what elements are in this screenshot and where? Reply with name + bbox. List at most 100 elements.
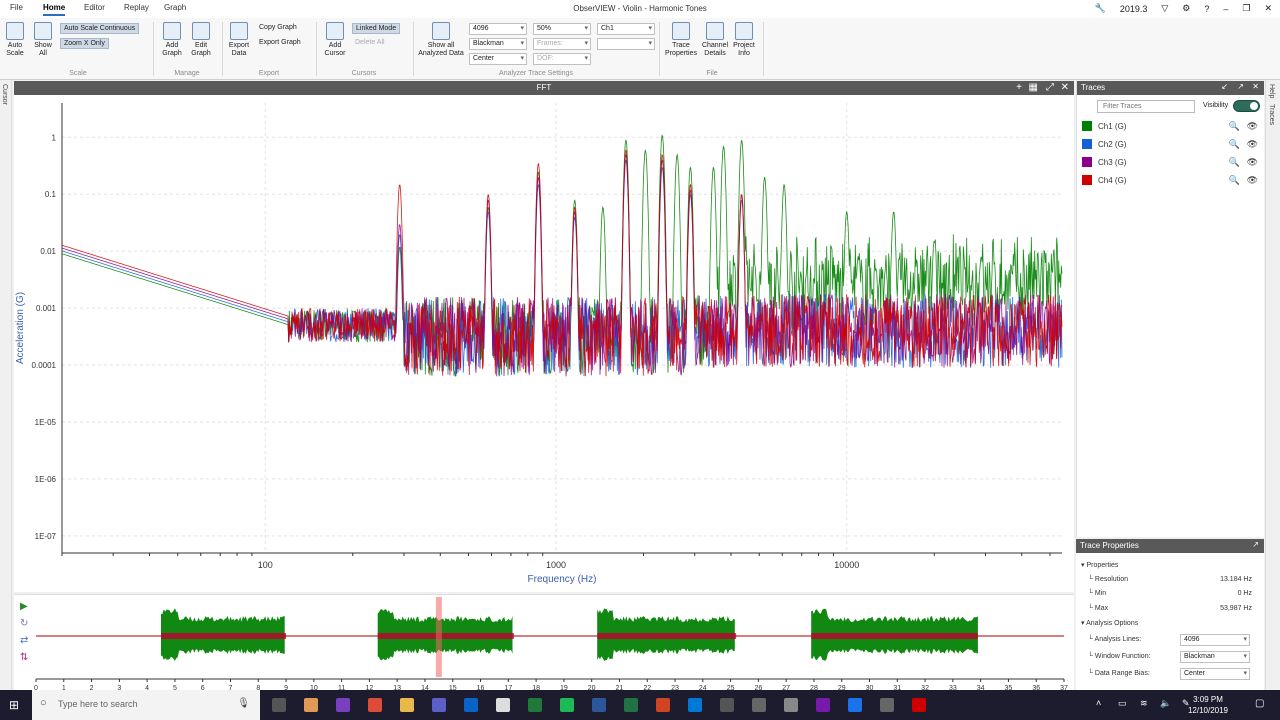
- show-all-button[interactable]: Show All: [32, 22, 54, 58]
- vscode-icon[interactable]: [720, 698, 734, 712]
- menu-graph[interactable]: Graph: [164, 3, 187, 12]
- project-info-button[interactable]: Project Info: [731, 22, 757, 58]
- system-clock[interactable]: 3:09 PM 12/10/2019: [1187, 695, 1228, 715]
- git-icon[interactable]: [304, 698, 318, 712]
- cloud-icon[interactable]: [880, 698, 894, 712]
- menu-editor[interactable]: Editor: [84, 3, 105, 12]
- taskbar-search[interactable]: ○ Type here to search 🎙: [32, 690, 260, 720]
- trace-properties-button[interactable]: Trace Properties: [664, 22, 698, 58]
- play-icon[interactable]: ▶: [20, 601, 28, 612]
- microphone-icon[interactable]: 🎙: [237, 698, 250, 709]
- zoom-trace-icon[interactable]: 🔍: [1228, 156, 1240, 167]
- network-icon[interactable]: ▭: [1118, 698, 1127, 708]
- zoom-trace-icon[interactable]: 🔍: [1228, 174, 1240, 185]
- spotify-icon[interactable]: [560, 698, 574, 712]
- file-explorer-icon[interactable]: [400, 698, 414, 712]
- close-icon[interactable]: ✕: [1264, 3, 1272, 13]
- add-icon[interactable]: +: [1016, 82, 1022, 93]
- help-app-icon[interactable]: [848, 698, 862, 712]
- grid-icon[interactable]: ▦: [1028, 82, 1038, 93]
- trace-color-swatch[interactable]: [1082, 175, 1092, 185]
- restore-icon[interactable]: ❐: [1242, 3, 1251, 13]
- minimize-icon[interactable]: –: [1223, 3, 1229, 14]
- help-side-tab[interactable]: Help: [1268, 84, 1275, 99]
- menu-file[interactable]: File: [10, 3, 23, 12]
- channel-details-button[interactable]: Channel Details: [700, 22, 730, 58]
- trace-color-swatch[interactable]: [1082, 139, 1092, 149]
- filter-icon[interactable]: ▽: [1161, 3, 1169, 13]
- lines-select[interactable]: 4096: [469, 23, 527, 35]
- menu-replay[interactable]: Replay: [124, 3, 149, 12]
- zoom-trace-icon[interactable]: 🔍: [1228, 138, 1240, 149]
- word-icon[interactable]: [592, 698, 606, 712]
- analysis-options-section[interactable]: ▾ Analysis Options: [1081, 620, 1139, 627]
- close-panel-icon[interactable]: ✕: [1252, 82, 1259, 91]
- zoom-trace-icon[interactable]: 🔍: [1228, 120, 1240, 131]
- wifi-icon[interactable]: ≋: [1140, 698, 1148, 708]
- outlook-icon[interactable]: [464, 698, 478, 712]
- auto-scale-button[interactable]: Auto Scale: [4, 22, 26, 58]
- zoom-x-only-toggle[interactable]: Zoom X Only: [60, 38, 109, 49]
- auto-scale-continuous-toggle[interactable]: Auto Scale Continuous: [60, 23, 140, 34]
- analysis-lines-select[interactable]: 4096: [1180, 633, 1250, 646]
- pin-icon[interactable]: ↗: [1237, 82, 1244, 91]
- trace-row-ch1[interactable]: Ch1 (G) 🔍 👁: [1077, 117, 1264, 135]
- trace-color-swatch[interactable]: [1082, 121, 1092, 131]
- trace-row-ch4[interactable]: Ch4 (G) 🔍 👁: [1077, 171, 1264, 189]
- eye-icon[interactable]: 👁: [1246, 120, 1258, 131]
- eye-icon[interactable]: 👁: [1246, 156, 1258, 167]
- window-function-select[interactable]: Blackman: [1180, 650, 1250, 663]
- time-overview[interactable]: 0 1 2 3 4 5 6 7 8 9 10 11 12 13 14 15 16 17 18 19 20 21 22 23 24…: [14, 594, 1074, 692]
- fft-chart[interactable]: 100 1000 10000 1 0.1 0.01 0.001 0.0001 1E-05 1E-0…: [14, 95, 1074, 592]
- properties-section[interactable]: ▾ Properties: [1081, 562, 1119, 569]
- frames-field[interactable]: Frames:: [533, 38, 591, 50]
- edit-graph-button[interactable]: Edit Graph: [189, 22, 213, 58]
- show-all-analyzed-button[interactable]: Show all Analyzed Data: [416, 22, 466, 58]
- onenote-icon[interactable]: [816, 698, 830, 712]
- dashboard-icon[interactable]: [752, 698, 766, 712]
- expand-icon[interactable]: ⤢: [1046, 82, 1054, 93]
- obserview-icon[interactable]: [912, 698, 926, 712]
- traces-side-tab[interactable]: Traces: [1268, 104, 1275, 126]
- volume-icon[interactable]: 🔈: [1160, 698, 1172, 708]
- filter-traces-input[interactable]: [1097, 100, 1195, 113]
- fft-plot[interactable]: 100 1000 10000 1 0.1 0.01 0.001 0.0001 1E-05 1E-0…: [14, 95, 1074, 592]
- refresh-icon[interactable]: ↻: [20, 618, 28, 629]
- chrome-icon[interactable]: [368, 698, 382, 712]
- secondary-channel-select[interactable]: [597, 38, 655, 50]
- pen-icon[interactable]: ✎: [1182, 698, 1190, 708]
- excel-icon[interactable]: [624, 698, 638, 712]
- windows-start-icon[interactable]: ⊞: [9, 698, 20, 712]
- add-graph-button[interactable]: Add Graph: [160, 22, 184, 58]
- overlap-select[interactable]: 50%: [533, 23, 591, 35]
- mountain-icon[interactable]: [784, 698, 798, 712]
- excel-file-icon[interactable]: [528, 698, 542, 712]
- trace-row-ch3[interactable]: Ch3 (G) 🔍 👁: [1077, 153, 1264, 171]
- visibility-toggle[interactable]: [1233, 100, 1260, 112]
- copy-graph-button[interactable]: Copy Graph: [259, 24, 297, 31]
- tray-chevron-icon[interactable]: ˄: [1096, 698, 1102, 708]
- export-data-button[interactable]: Export Data: [226, 22, 252, 58]
- close-graph-icon[interactable]: ✕: [1060, 82, 1069, 93]
- help-icon[interactable]: ?: [1204, 3, 1210, 14]
- eye-icon[interactable]: 👁: [1246, 174, 1258, 185]
- tools-icon[interactable]: 🔧: [1094, 3, 1106, 13]
- data-range-bias-select[interactable]: Center: [1180, 667, 1250, 680]
- trace-color-swatch[interactable]: [1082, 157, 1092, 167]
- bias-select[interactable]: Center: [469, 53, 527, 65]
- menu-home[interactable]: Home: [43, 3, 66, 16]
- loop-icon[interactable]: ⇄: [20, 635, 28, 646]
- add-cursor-button[interactable]: Add Cursor: [320, 22, 350, 58]
- channel-select[interactable]: Ch1: [597, 23, 655, 35]
- window-select[interactable]: Blackman: [469, 38, 527, 50]
- task-view-icon[interactable]: [272, 698, 286, 712]
- trace-row-ch2[interactable]: Ch2 (G) 🔍 👁: [1077, 135, 1264, 153]
- pop-out-icon[interactable]: ↙: [1221, 82, 1228, 91]
- visual-studio-icon[interactable]: [336, 698, 350, 712]
- teams-icon[interactable]: [432, 698, 446, 712]
- export-graph-button[interactable]: Export Graph: [259, 39, 301, 46]
- itunes-icon[interactable]: [496, 698, 510, 712]
- delete-all-cursors-button[interactable]: Delete All: [355, 39, 385, 46]
- dof-field[interactable]: DOF:: [533, 53, 591, 65]
- cursor-side-tab[interactable]: Cursor: [0, 80, 12, 690]
